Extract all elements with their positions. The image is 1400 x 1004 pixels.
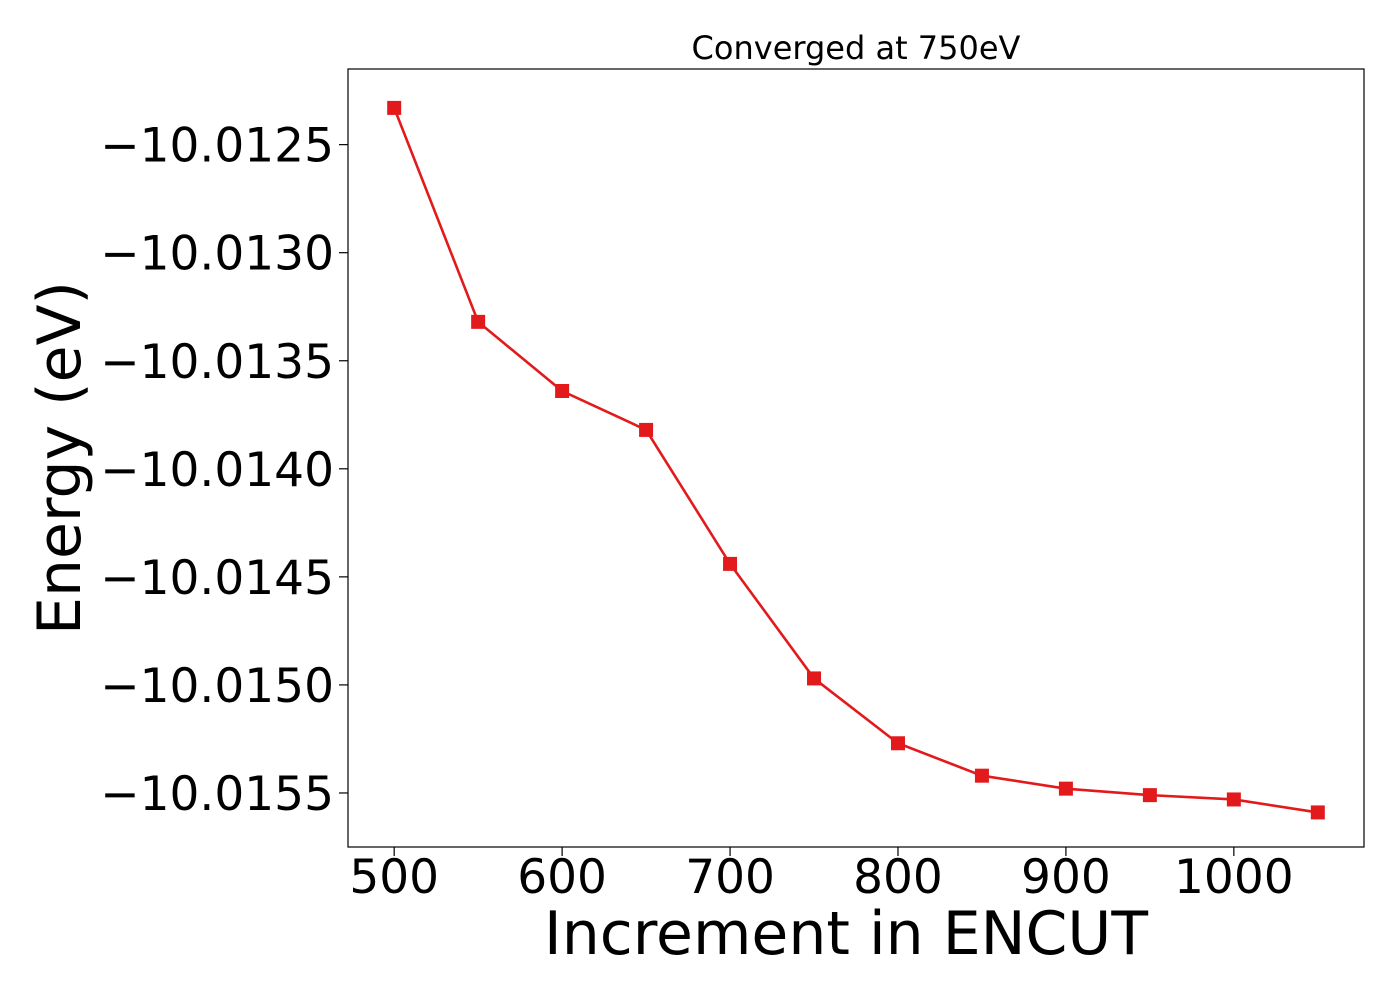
plot-series [387,100,1325,820]
y-tick-label: −10.0135 [100,335,334,390]
data-point-marker [387,100,402,115]
data-point-marker [1058,781,1073,796]
x-tick-label: 1000 [1174,850,1294,905]
plot-frame [347,68,1365,848]
data-point-marker [471,314,486,329]
y-tick-label: −10.0125 [100,119,334,174]
x-tick-label: 500 [349,850,439,905]
data-point-marker [974,768,989,783]
data-point-marker [1142,788,1157,803]
data-point-marker [555,384,570,399]
y-tick-label: −10.0150 [100,659,334,714]
x-tick-label: 900 [1021,850,1111,905]
y-tick-label: −10.0155 [100,767,334,822]
y-tick-label: −10.0145 [100,551,334,606]
data-point-marker [890,736,905,751]
data-point-marker [723,556,738,571]
data-point-marker [1310,805,1325,820]
data-point-marker [807,671,822,686]
series-line [392,107,1319,814]
y-axis-label: Energy (eV) [25,281,95,635]
chart-title: Converged at 750eV [692,29,1021,67]
y-tick-label: −10.0140 [100,443,334,498]
data-point-marker [1226,792,1241,807]
y-tick-label: −10.0130 [100,227,334,282]
x-axis: 500 600 700 800 900 1000 [349,847,1294,905]
x-tick-label: 800 [853,850,943,905]
x-tick-label: 700 [685,850,775,905]
x-tick-label: 600 [517,850,607,905]
y-axis: −10.0125 −10.0130 −10.0135 −10.0140 −10.0145… [100,119,348,822]
data-point-marker [639,422,654,437]
x-axis-label: Increment in ENCUT [544,899,1148,969]
